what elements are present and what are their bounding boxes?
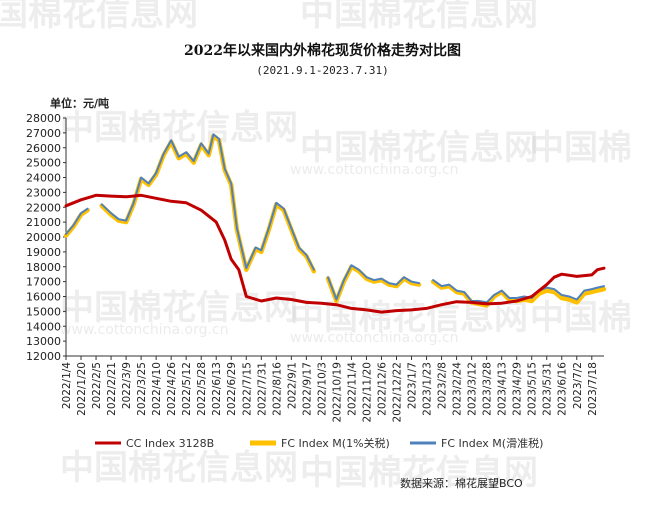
x-tick-label: 2023/1/7 — [407, 362, 419, 409]
chart-title: 2022年以来国内外棉花现货价格走势对比图 — [184, 43, 461, 59]
y-tick-label: 19000 — [26, 246, 61, 259]
x-tick-label: 2022/11/20 — [361, 362, 373, 423]
x-tick-label: 2023/7/18 — [587, 362, 599, 416]
x-tick-label: 2023/4/13 — [497, 362, 509, 416]
data-source: 数据来源：棉花展望BCO — [400, 477, 523, 490]
x-tick-label: 2023/6/16 — [557, 362, 569, 416]
y-tick-label: 22000 — [26, 201, 61, 214]
legend-label: FC Index M(1%关税) — [281, 436, 390, 450]
x-tick-label: 2022/2/5 — [91, 362, 103, 409]
x-tick-label: 2022/10/3 — [316, 362, 328, 416]
y-tick-label: 21000 — [26, 216, 61, 229]
series-line-2 — [65, 133, 605, 304]
x-tick-label: 2022/4/10 — [151, 362, 163, 416]
x-tick-label: 2022/6/29 — [226, 362, 238, 416]
x-tick-label: 2022/2/21 — [106, 362, 118, 416]
x-tick-label: 2022/4/26 — [166, 362, 178, 416]
unit-label: 单位：元/吨 — [50, 97, 110, 110]
x-tick-label: 2022/1/20 — [76, 362, 88, 416]
x-tick-label: 2022/8/16 — [271, 362, 283, 416]
y-tick-label: 16000 — [26, 291, 61, 304]
legend: CC Index 3128B FC Index M(1%关税) FC Index M… — [95, 436, 543, 450]
x-tick-label: 2023/1/23 — [422, 362, 434, 416]
x-tick-label: 2023/2/8 — [437, 362, 449, 409]
y-tick-label: 14000 — [26, 320, 61, 333]
x-tick-label: 2023/2/24 — [452, 362, 464, 416]
x-tick-label: 2022/1/4 — [61, 362, 73, 409]
y-tick-label: 13000 — [26, 335, 61, 348]
x-tick-label: 2022/9/17 — [301, 362, 313, 416]
y-tick-label: 26000 — [26, 142, 61, 155]
x-tick-label: 2023/5/31 — [542, 362, 554, 416]
legend-label: FC Index M(滑准税) — [441, 436, 543, 450]
legend-label: CC Index 3128B — [126, 437, 214, 450]
x-tick-label: 2022/3/9 — [121, 362, 133, 409]
y-tick-label: 12000 — [26, 350, 61, 363]
x-tick-label: 2022/7/15 — [241, 362, 253, 416]
series-line-0 — [64, 193, 606, 314]
series-line-1 — [63, 133, 607, 308]
x-tick-label: 2022/12/6 — [376, 362, 388, 416]
y-tick-label: 24000 — [26, 172, 61, 185]
x-tick-label: 2023/3/28 — [482, 362, 494, 416]
x-tick-label: 2023/7/2 — [572, 362, 584, 409]
x-tick-label: 2023/5/15 — [527, 362, 539, 416]
y-tick-label: 25000 — [26, 157, 61, 170]
y-tick-label: 15000 — [26, 305, 61, 318]
x-tick-label: 2022/5/28 — [196, 362, 208, 416]
y-tick-label: 23000 — [26, 186, 61, 199]
x-tick-label: 2023/3/12 — [467, 362, 479, 416]
x-tick-label: 2022/6/13 — [211, 362, 223, 416]
x-tick-label: 2022/9/1 — [286, 362, 298, 409]
y-tick-label: 17000 — [26, 276, 61, 289]
x-tick-label: 2022/7/31 — [256, 362, 268, 416]
x-tick-label: 2022/5/12 — [181, 362, 193, 416]
y-tick-label: 27000 — [26, 127, 61, 140]
x-tick-label: 2022/12/22 — [391, 362, 403, 423]
x-axis: 2022/1/4 2022/1/20 2022/2/5 2022/2/21 2022/3… — [61, 355, 604, 423]
x-tick-label: 2022/11/4 — [346, 362, 358, 416]
y-tick-label: 18000 — [26, 261, 61, 274]
x-tick-label: 2022/3/25 — [136, 362, 148, 416]
chart-subtitle: (2021.9.1-2023.7.31) — [256, 64, 389, 77]
y-tick-label: 20000 — [26, 231, 61, 244]
series-layer — [63, 133, 607, 314]
y-tick-label: 28000 — [26, 112, 61, 125]
x-tick-label: 2022/10/19 — [331, 362, 343, 423]
x-tick-label: 2023/4/29 — [512, 362, 524, 416]
